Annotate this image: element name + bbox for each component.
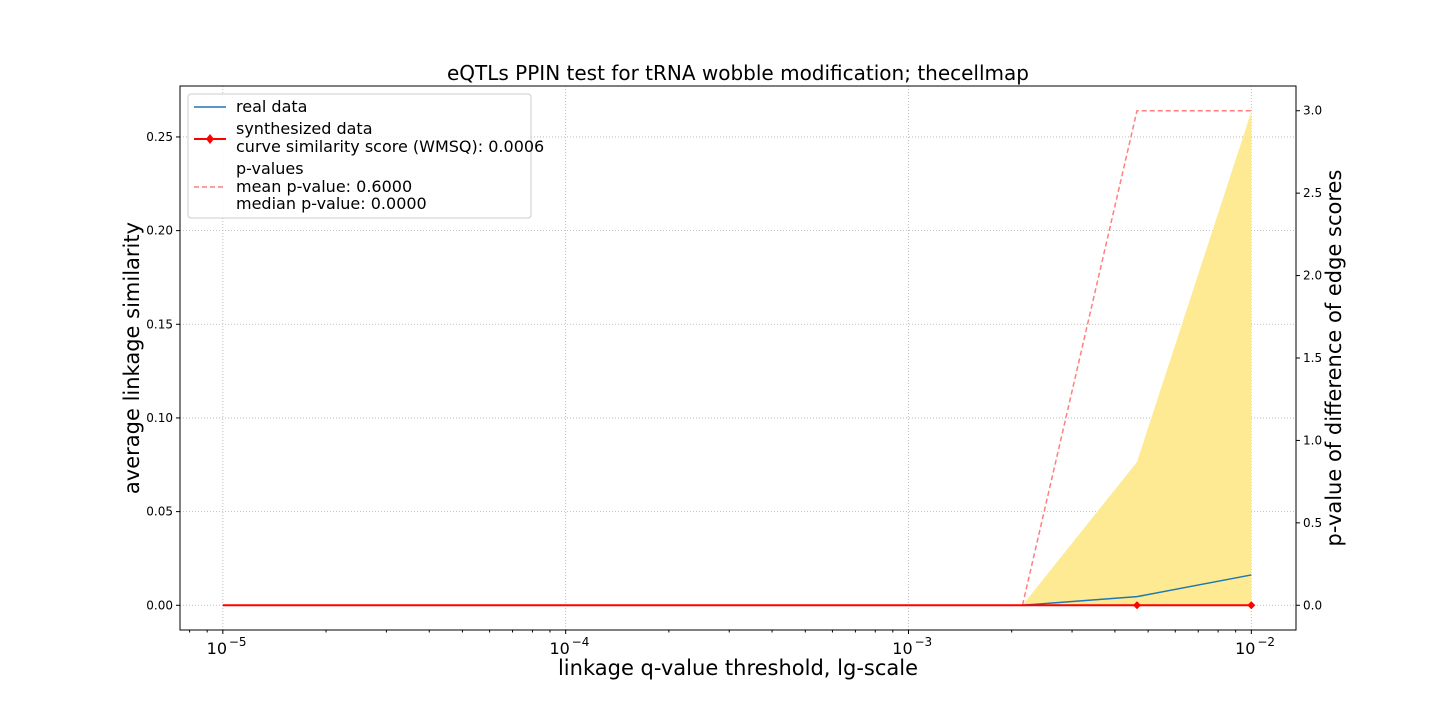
y-axis-label: average linkage similarity	[120, 222, 144, 494]
synthesized-data-point	[1247, 601, 1256, 610]
x-tick-exponent: −3	[914, 635, 932, 649]
x-tick-label: 10	[1235, 639, 1255, 658]
y-tick-label: 0.05	[146, 505, 173, 519]
legend-label-p-values: p-values	[236, 159, 304, 178]
y-tick-label: 0.10	[146, 411, 173, 425]
x-tick-label: 10	[549, 639, 569, 658]
confidence-band	[222, 111, 1252, 606]
x-tick-exponent: −2	[1257, 635, 1275, 649]
y2-tick-label: 2.0	[1303, 269, 1322, 283]
x-tick-label: 10	[892, 639, 912, 658]
y-tick-label: 0.25	[146, 130, 173, 144]
x-axis-label: linkage q-value threshold, lg-scale	[558, 656, 918, 680]
x-tick-exponent: −4	[572, 635, 590, 649]
y2-tick-label: 0.5	[1303, 516, 1322, 530]
x-tick-exponent: −5	[229, 635, 247, 649]
legend-label-real-data: real data	[236, 97, 307, 116]
chart-title: eQTLs PPIN test for tRNA wobble modifica…	[447, 61, 1029, 85]
x-tick-label: 10	[207, 639, 227, 658]
y2-tick-label: 1.0	[1303, 433, 1322, 447]
legend-box	[187, 93, 532, 219]
y2-tick-label: 0.0	[1303, 598, 1322, 612]
legend-label-synthesized-data: synthesized data	[236, 119, 373, 138]
y-tick-label: 0.00	[146, 598, 173, 612]
legend-marker-synthesized-data	[206, 134, 214, 144]
synthesized-data-point	[1132, 601, 1141, 610]
y-tick-label: 0.15	[146, 317, 173, 331]
legend-mean-p-value: mean p-value: 0.6000	[236, 177, 412, 196]
y-tick-label: 0.20	[146, 224, 173, 238]
legend-median-p-value: median p-value: 0.0000	[236, 194, 427, 213]
y2-tick-label: 3.0	[1303, 104, 1322, 118]
y2-tick-label: 2.5	[1303, 186, 1322, 200]
y2-axis-label: p-value of difference of edge scores	[1322, 170, 1346, 547]
series-layer	[222, 109, 1256, 610]
legend-wmsq-score: curve similarity score (WMSQ): 0.0006	[236, 137, 544, 156]
band-area	[222, 111, 1252, 606]
legend: real data synthesized data curve similar…	[187, 93, 544, 219]
ticks: 0.00 0.05 0.10 0.15 0.20 0.25 0.0 0.5 1.0 1.5 2.0 2…	[146, 104, 1322, 658]
y2-tick-label: 1.5	[1303, 351, 1322, 365]
